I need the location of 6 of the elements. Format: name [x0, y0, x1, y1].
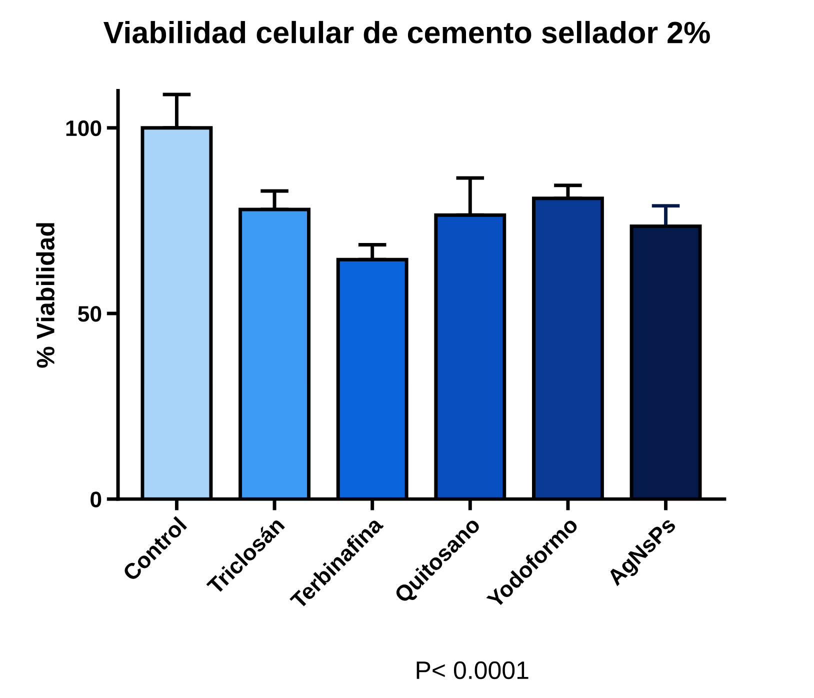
- y-tick-label: 100: [66, 120, 102, 136]
- y-axis-title: % Viabilidad: [36, 223, 54, 368]
- y-tick-label: 50: [78, 306, 102, 322]
- y-tick-label: 0: [90, 492, 102, 508]
- chart-title: Viabilidad celular de cemento sellador 2%: [104, 20, 710, 44]
- text: P< 0.0001: [416, 661, 528, 680]
